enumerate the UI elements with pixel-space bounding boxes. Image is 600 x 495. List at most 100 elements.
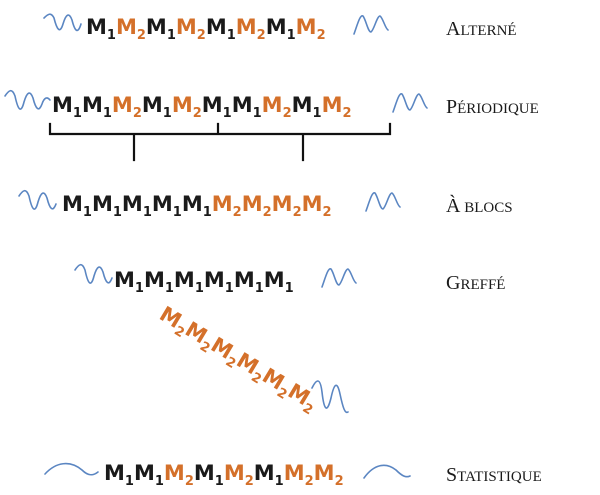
monomer-subscript: 1 [203,205,212,220]
chain-end-wave-right [353,15,389,35]
monomer-m1: M [266,15,287,39]
chain-end-wave-right [363,464,411,479]
monomer-m1: M [104,461,125,485]
monomer-m2: M [262,93,283,117]
monomer-subscript: 1 [255,281,264,296]
chain-end-wave-left [4,89,51,110]
monomer-m1: M [232,93,253,117]
monomer-subscript: 2 [317,28,326,43]
monomer-subscript: 1 [165,281,174,296]
monomer-m2: M [242,192,263,216]
chain-periodique: M1​M1​M2​M1​M2​M1​M1​M2​M1​M2​ [52,93,352,121]
monomer-subscript: 2 [323,205,332,220]
monomer-subscript: 1 [173,205,182,220]
chain-statistique: M1​M1​M2​M1​M2​M1​M2​M2​ [104,461,344,489]
branch-end-wave [311,380,349,414]
row-a-blocs: M1​M1​M1​M1​M1​M2​M2​M2​M2​ À BLOCS [18,189,513,220]
monomer-m1: M [52,93,73,117]
monomer-subscript: 2 [133,106,142,121]
monomer-m1: M [202,93,223,117]
monomer-m2: M [302,192,323,216]
monomer-subscript: 2 [137,28,146,43]
monomer-m2: M [236,15,257,39]
monomer-subscript: 2 [233,205,242,220]
monomer-subscript: 2 [335,474,344,489]
monomer-subscript: 1 [103,106,112,121]
row-periodique: M1​M1​M2​M1​M2​M1​M1​M2​M1​M2​ PÉRIODIQU… [4,89,539,162]
monomer-m1: M [86,15,107,39]
monomer-m1: M [114,268,135,292]
monomer-m1: M [206,15,227,39]
monomer-subscript: 1 [215,474,224,489]
repeat-unit-brace [48,122,392,162]
chain-a-blocs: M1​M1​M1​M1​M1​M2​M2​M2​M2​ [62,192,332,220]
monomer-subscript: 2 [263,205,272,220]
label-greffe: GREFFÉ [446,272,505,294]
monomer-m1: M [62,192,83,216]
monomer-subscript: 1 [135,281,144,296]
monomer-subscript: 2 [193,106,202,121]
chain-end-wave-right [392,93,428,113]
monomer-subscript: 2 [342,106,351,121]
monomer-m2: M [224,461,245,485]
monomer-m1: M [194,461,215,485]
monomer-subscript: 1 [223,106,232,121]
monomer-m2: M [164,461,185,485]
chain-end-wave-left [74,263,113,284]
monomer-m2: M [296,15,317,39]
monomer-m1: M [292,93,313,117]
monomer-m2: M [314,461,335,485]
monomer-subscript: 1 [167,28,176,43]
monomer-subscript: 1 [155,474,164,489]
monomer-subscript: 2 [305,474,314,489]
monomer-m2: M [322,93,343,117]
monomer-m1: M [234,268,255,292]
monomer-subscript: 1 [143,205,152,220]
monomer-subscript: 1 [285,281,294,296]
monomer-m1: M [146,15,167,39]
monomer-m1: M [142,93,163,117]
row-greffe: M1​M1​M1​M1​M1​M1​ GREFFÉ M2​M2​M2​M2​M2… [74,263,505,419]
monomer-subscript: 1 [83,205,92,220]
monomer-subscript: 1 [107,28,116,43]
monomer-m2: M [272,192,293,216]
monomer-subscript: 1 [163,106,172,121]
chain-end-wave-left [44,462,99,476]
monomer-m1: M [254,461,275,485]
monomer-m2: M [116,15,137,39]
monomer-m2: M [112,93,133,117]
monomer-subscript: 2 [185,474,194,489]
label-a-blocs: À BLOCS [446,194,513,217]
monomer-m1: M [264,268,285,292]
monomer-subscript: 2 [283,106,292,121]
monomer-m2: M [284,461,305,485]
monomer-subscript: 1 [73,106,82,121]
monomer-m1: M [174,268,195,292]
chain-greffe-branch: M2​M2​M2​M2​M2​M2​ [153,302,321,419]
monomer-m1: M [82,93,103,117]
label-alterne: ALTERNÉ [446,18,517,40]
monomer-m2: M [172,93,193,117]
row-alterne: M1​M2​M1​M2​M1​M2​M1​M2​ ALTERNÉ [43,13,517,43]
monomer-subscript: 1 [195,281,204,296]
monomer-subscript: 2 [197,28,206,43]
monomer-subscript: 2 [257,28,266,43]
monomer-subscript: 2 [293,205,302,220]
chain-greffe-backbone: M1​M1​M1​M1​M1​M1​ [114,268,294,296]
chain-end-wave-left [18,189,57,210]
monomer-subscript: 1 [125,474,134,489]
chain-end-wave-left [43,13,82,32]
monomer-m1: M [144,268,165,292]
monomer-subscript: 1 [225,281,234,296]
monomer-subscript: 1 [253,106,262,121]
monomer-subscript: 2 [245,474,254,489]
monomer-subscript: 1 [313,106,322,121]
chain-end-wave-right [321,268,357,288]
monomer-subscript: 1 [227,28,236,43]
monomer-m2: M [176,15,197,39]
monomer-subscript: 1 [275,474,284,489]
label-periodique: PÉRIODIQUE [446,96,539,118]
monomer-m1: M [182,192,203,216]
